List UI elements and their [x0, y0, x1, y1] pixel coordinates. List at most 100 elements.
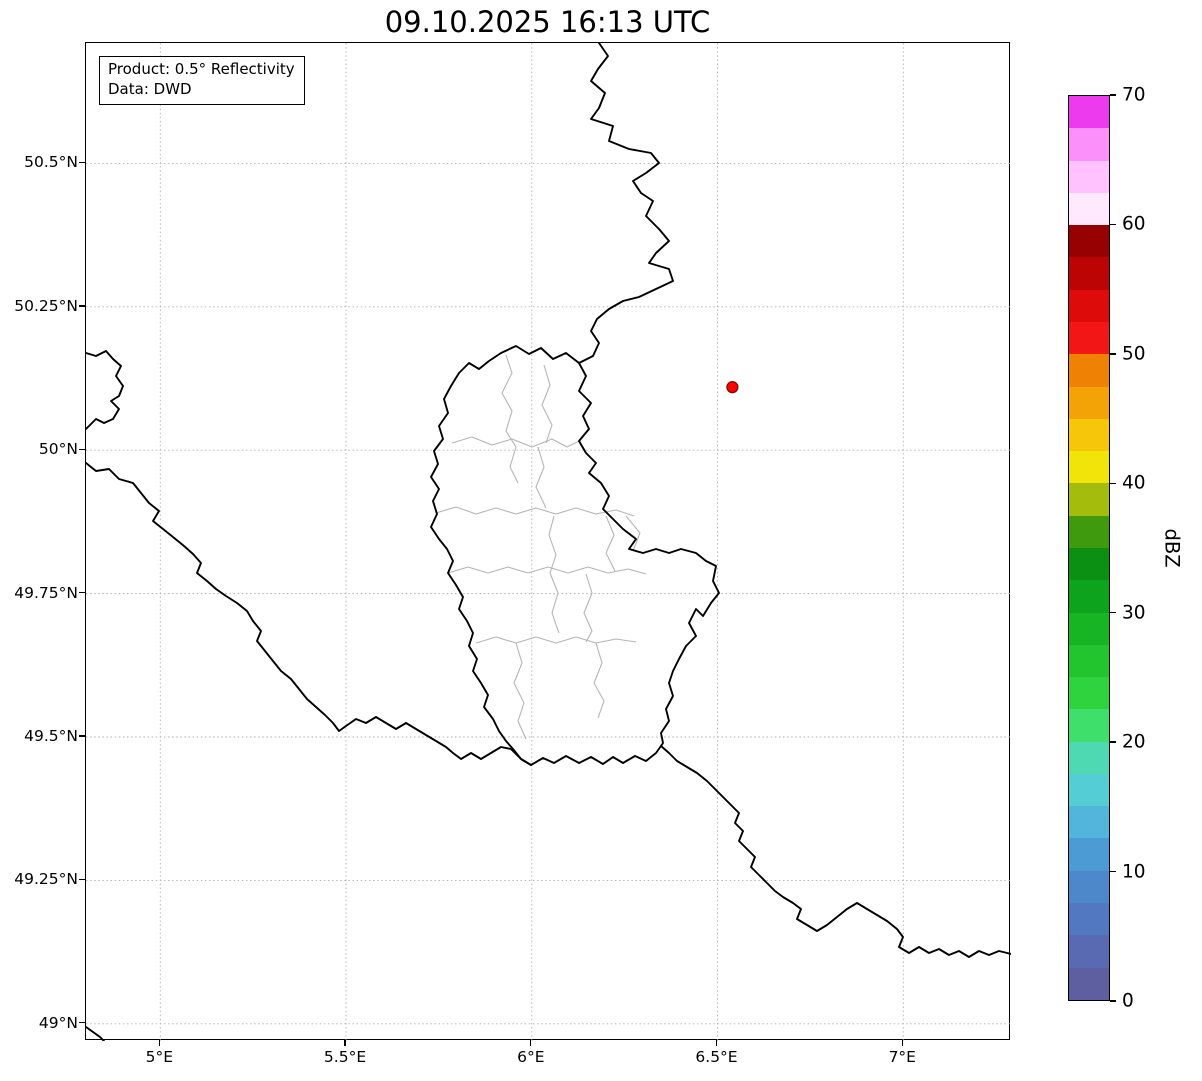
x-tick-mark: [901, 1040, 903, 1046]
x-tick-mark: [715, 1040, 718, 1046]
x-tick-label: 5°E: [145, 1048, 173, 1066]
colorbar-segment: [1069, 386, 1109, 419]
info-product-line: Product: 0.5° Reflectivity: [108, 60, 295, 78]
x-tick-label: 6°E: [517, 1048, 545, 1066]
colorbar-segment: [1069, 806, 1109, 839]
district-border: [605, 515, 616, 572]
district-border: [447, 566, 647, 575]
gridlines: [86, 43, 1011, 1041]
y-tick-label: 49.5°N: [24, 727, 78, 745]
colorbar-segment: [1069, 580, 1109, 613]
district-border: [548, 515, 560, 634]
y-tick-label: 49.75°N: [14, 583, 78, 602]
colorbar-tick-mark: [1110, 612, 1116, 614]
border-luxembourg-west: [430, 345, 580, 766]
map-canvas: [86, 43, 1011, 1041]
y-tick-mark: [79, 591, 85, 594]
colorbar-tick-mark: [1110, 870, 1116, 873]
district-border: [451, 436, 580, 448]
colorbar-segment: [1069, 192, 1109, 226]
colorbar-segment: [1069, 96, 1109, 129]
colorbar: [1068, 95, 1110, 1001]
colorbar-segment: [1069, 741, 1109, 774]
colorbar-tick-label: 30: [1122, 602, 1146, 624]
x-tick-mark: [530, 1040, 532, 1046]
border-belgium-germany: [578, 43, 674, 364]
colorbar-tick-label: 0: [1122, 990, 1134, 1012]
colorbar-segment: [1069, 838, 1109, 871]
district-border: [625, 515, 641, 552]
colorbar-tick-mark: [1110, 94, 1116, 96]
colorbar-segment: [1069, 612, 1109, 645]
colorbar-segment: [1069, 483, 1109, 516]
district-border: [583, 573, 593, 643]
colorbar-segment: [1069, 547, 1109, 581]
colorbar-segment: [1069, 128, 1109, 161]
plot-title: 09.10.2025 16:13 UTC: [384, 5, 711, 39]
colorbar-tick-label: 70: [1122, 84, 1146, 106]
colorbar-segment: [1069, 903, 1109, 936]
colorbar-segment: [1069, 967, 1109, 1000]
y-tick-mark: [79, 305, 85, 307]
colorbar-segment: [1069, 451, 1109, 484]
district-border: [501, 354, 519, 484]
y-tick-mark: [79, 878, 85, 881]
border-france-germany: [660, 745, 1011, 958]
border-givet-salient: [86, 350, 124, 430]
radar-site-marker: [726, 381, 739, 394]
colorbar-segment: [1069, 515, 1109, 548]
colorbar-segment: [1069, 418, 1109, 452]
luxembourg-districts: [435, 354, 647, 740]
border-luxembourg-south: [530, 745, 662, 766]
colorbar-tick-label: 10: [1122, 861, 1146, 883]
district-border: [593, 642, 605, 719]
district-border: [535, 446, 547, 509]
y-tick-label: 50.5°N: [24, 153, 78, 172]
y-tick-mark: [79, 1022, 85, 1024]
border-luxembourg-east: [578, 362, 720, 747]
colorbar-segment: [1069, 773, 1109, 807]
district-border: [513, 642, 527, 740]
colorbar-segment: [1069, 354, 1109, 387]
y-tick-mark: [79, 161, 85, 164]
colorbar-tick-label: 40: [1122, 472, 1146, 494]
colorbar-tick-mark: [1110, 482, 1116, 484]
x-tick-label: 7°E: [888, 1048, 916, 1066]
y-tick-label: 49.25°N: [14, 870, 78, 889]
colorbar-segment: [1069, 289, 1109, 322]
district-border: [475, 636, 637, 644]
y-tick-mark: [79, 448, 85, 450]
colorbar-axis-label: dBZ: [1160, 528, 1184, 568]
border-france-belgium: [86, 462, 532, 766]
colorbar-segment: [1069, 644, 1109, 678]
colorbar-segment: [1069, 677, 1109, 710]
colorbar-tick-mark: [1110, 223, 1116, 226]
y-tick-mark: [79, 735, 85, 737]
colorbar-segment: [1069, 225, 1109, 258]
x-tick-label: 5.5°E: [323, 1048, 367, 1066]
colorbar-segment: [1069, 709, 1109, 742]
colorbar-tick-mark: [1110, 741, 1116, 743]
x-tick-mark: [344, 1040, 346, 1046]
colorbar-tick-label: 60: [1122, 213, 1146, 235]
y-tick-label: 50°N: [38, 440, 78, 459]
x-tick-mark: [158, 1040, 160, 1046]
info-box: Product: 0.5° Reflectivity Data: DWD: [99, 56, 305, 105]
colorbar-segment: [1069, 257, 1109, 290]
map-plot: Product: 0.5° Reflectivity Data: DWD: [85, 42, 1011, 1041]
info-data-source-line: Data: DWD: [108, 79, 192, 98]
x-tick-label: 6.5°E: [695, 1048, 738, 1066]
colorbar-tick-mark: [1110, 1000, 1116, 1002]
colorbar-segment: [1069, 321, 1109, 355]
colorbar-segment: [1069, 935, 1109, 968]
country-borders: [86, 43, 1011, 1041]
y-tick-label: 50.25°N: [14, 296, 78, 315]
colorbar-tick-label: 20: [1122, 731, 1146, 753]
colorbar-tick-label: 50: [1122, 343, 1146, 365]
border-corner-fragment: [86, 1026, 105, 1041]
colorbar-segment: [1069, 160, 1109, 193]
colorbar-segment: [1069, 870, 1109, 904]
colorbar-tick-mark: [1110, 353, 1116, 355]
district-border: [541, 364, 553, 444]
district-border: [435, 506, 635, 517]
